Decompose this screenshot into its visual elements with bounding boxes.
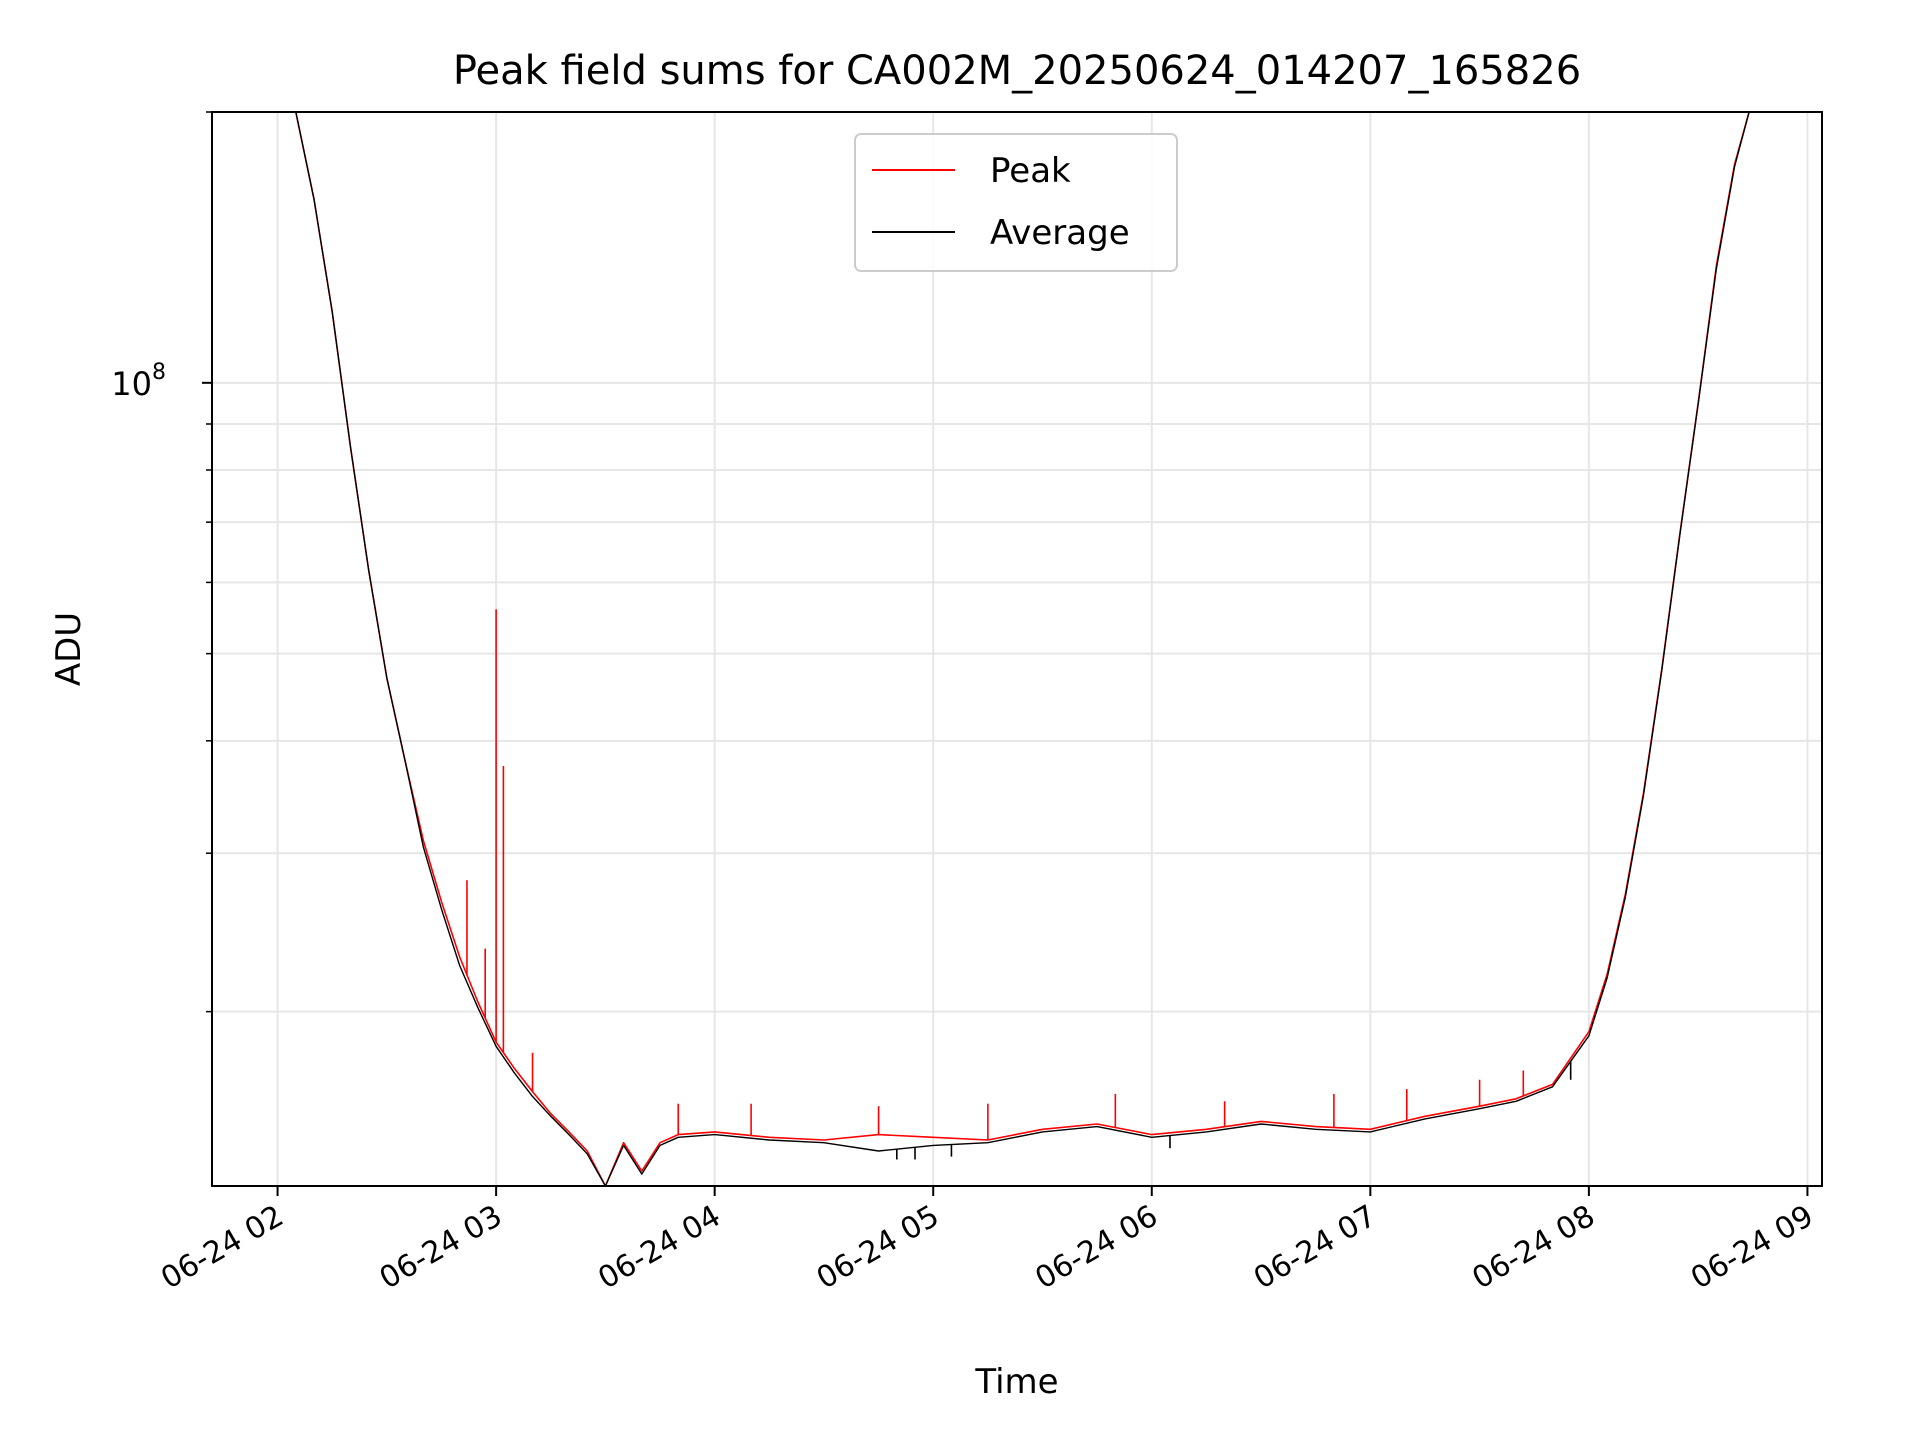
grid — [212, 111, 1822, 1186]
x-tick-label: 06-24 03 — [374, 1199, 508, 1297]
series-layer — [295, 112, 1750, 1186]
y-axis-label: ADU — [49, 612, 89, 686]
legend-peak-label: Peak — [990, 151, 1071, 191]
plot-area-frame — [211, 111, 1823, 1187]
x-tick-label: 06-24 09 — [1685, 1199, 1819, 1297]
legend: Peak Average — [854, 133, 1178, 272]
x-axis: 06-24 02 06-24 03 06-24 04 06-24 05 06-24 06… — [155, 1186, 1819, 1296]
peak-series — [295, 112, 1750, 1186]
y-tick-label: 108 — [111, 360, 166, 403]
x-tick-label: 06-24 08 — [1467, 1199, 1601, 1297]
average-series — [295, 112, 1750, 1186]
series-clip-group — [295, 112, 1750, 1186]
legend-box — [854, 133, 1178, 272]
x-tick-label: 06-24 02 — [155, 1199, 289, 1297]
y-axis: 108 — [111, 111, 212, 1013]
x-tick-label: 06-24 06 — [1029, 1199, 1163, 1297]
chart-title: Peak field sums for CA002M_20250624_0142… — [453, 48, 1581, 94]
x-tick-label: 06-24 07 — [1248, 1199, 1382, 1297]
x-axis-label: Time — [974, 1362, 1058, 1402]
legend-average-label: Average — [990, 213, 1130, 253]
peak-series-line — [295, 112, 1750, 1186]
x-tick-label: 06-24 05 — [811, 1199, 945, 1297]
average-series-line — [295, 112, 1750, 1186]
x-tick-label: 06-24 04 — [592, 1199, 726, 1297]
